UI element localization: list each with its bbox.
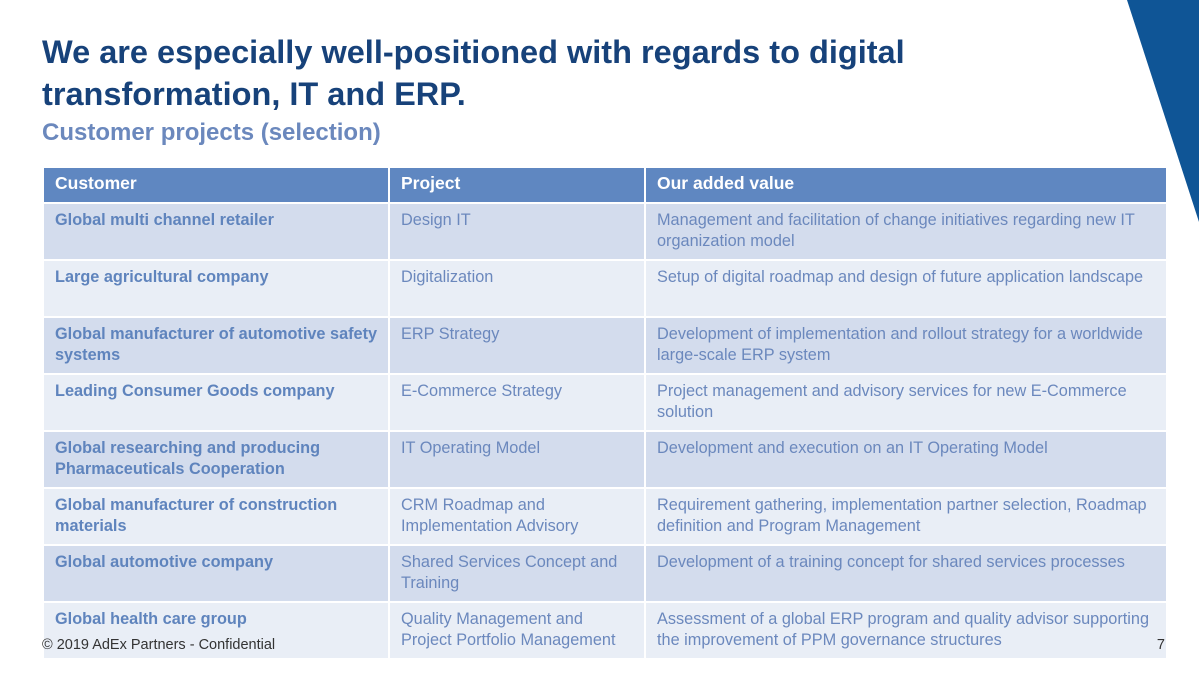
project-cell: Design IT [388, 202, 646, 261]
corner-accent-shape [1127, 0, 1199, 222]
customer-cell: Global multi channel retailer [42, 202, 390, 261]
added-value-cell: Management and facilitation of change in… [644, 202, 1168, 261]
table-row: Global manufacturer of construction mate… [42, 487, 1168, 546]
project-cell: Digitalization [388, 259, 646, 318]
added-value-cell: Setup of digital roadmap and design of f… [644, 259, 1168, 318]
table-row: Global manufacturer of automotive safety… [42, 316, 1168, 375]
customer-cell: Leading Consumer Goods company [42, 373, 390, 432]
project-cell: Shared Services Concept and Training [388, 544, 646, 603]
project-cell: E-Commerce Strategy [388, 373, 646, 432]
table-header-row: Customer Project Our added value [42, 166, 1168, 204]
copyright-footer: © 2019 AdEx Partners - Confidential [42, 637, 276, 653]
customer-cell: Global manufacturer of automotive safety… [42, 316, 390, 375]
added-value-cell: Development of implementation and rollou… [644, 316, 1168, 375]
table-row: Global health care group Quality Managem… [42, 601, 1168, 660]
table-row: Global multi channel retailer Design IT … [42, 202, 1168, 261]
customer-cell: Global manufacturer of construction mate… [42, 487, 390, 546]
added-value-cell: Development of a training concept for sh… [644, 544, 1168, 603]
added-value-cell: Requirement gathering, implementation pa… [644, 487, 1168, 546]
project-cell: IT Operating Model [388, 430, 646, 489]
customer-projects-table: Customer Project Our added value Global … [42, 166, 1168, 660]
project-cell: ERP Strategy [388, 316, 646, 375]
page-number: 7 [1156, 637, 1165, 653]
slide-subtitle: Customer projects (selection) [42, 119, 381, 146]
slide-title: We are especially well-positioned with r… [42, 34, 905, 112]
added-value-cell: Development and execution on an IT Opera… [644, 430, 1168, 489]
added-value-cell: Assessment of a global ERP program and q… [644, 601, 1168, 660]
project-cell: Quality Management and Project Portfolio… [388, 601, 646, 660]
table-row: Leading Consumer Goods company E-Commerc… [42, 373, 1168, 432]
customer-cell: Large agricultural company [42, 259, 390, 318]
customer-cell: Global researching and producing Pharmac… [42, 430, 390, 489]
table-row: Global automotive company Shared Service… [42, 544, 1168, 603]
added-value-cell: Project management and advisory services… [644, 373, 1168, 432]
customer-cell: Global health care group [42, 601, 390, 660]
column-header-project: Project [388, 166, 646, 204]
table-row: Global researching and producing Pharmac… [42, 430, 1168, 489]
project-cell: CRM Roadmap and Implementation Advisory [388, 487, 646, 546]
table-row: Large agricultural company Digitalizatio… [42, 259, 1168, 318]
column-header-customer: Customer [42, 166, 390, 204]
column-header-added-value: Our added value [644, 166, 1168, 204]
customer-cell: Global automotive company [42, 544, 390, 603]
